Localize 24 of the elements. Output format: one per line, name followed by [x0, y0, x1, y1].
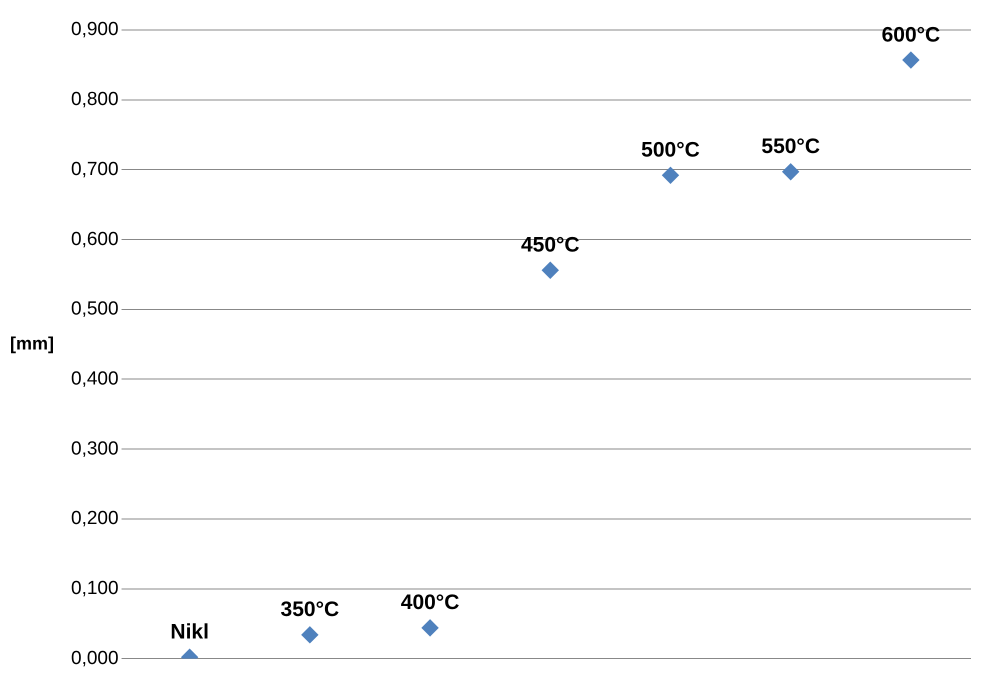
x-tick-label: Nikl — [170, 620, 209, 644]
x-tick-label: 400°C — [400, 591, 460, 614]
point — [301, 626, 318, 644]
y-tick-label: 0,800 — [71, 89, 119, 110]
y-tick-label: 0,100 — [71, 578, 119, 599]
x-tick-label: 450°C — [520, 234, 580, 257]
x-tick-label: 500°C — [641, 138, 700, 162]
x-tick-label: 550°C — [761, 135, 820, 158]
y-tick-label: 0,700 — [71, 158, 119, 180]
point — [542, 262, 559, 279]
y-tick-label: 0,500 — [71, 298, 119, 320]
point — [422, 619, 439, 636]
point — [782, 163, 800, 180]
x-tick-label: 350°C — [280, 598, 340, 622]
x-tick-label: 600°C — [882, 23, 940, 46]
y-tick-label: 0,600 — [71, 228, 119, 250]
point — [662, 166, 679, 184]
y-tick-label: 0,400 — [71, 368, 119, 390]
y-tick-label: 0,900 — [71, 19, 119, 40]
y-axis-title: [mm] — [10, 333, 54, 354]
y-tick-label: 0,300 — [71, 438, 119, 460]
y-tick-label: 0,000 — [71, 648, 119, 669]
y-tick-label: 0,200 — [71, 508, 119, 530]
point — [902, 52, 920, 69]
